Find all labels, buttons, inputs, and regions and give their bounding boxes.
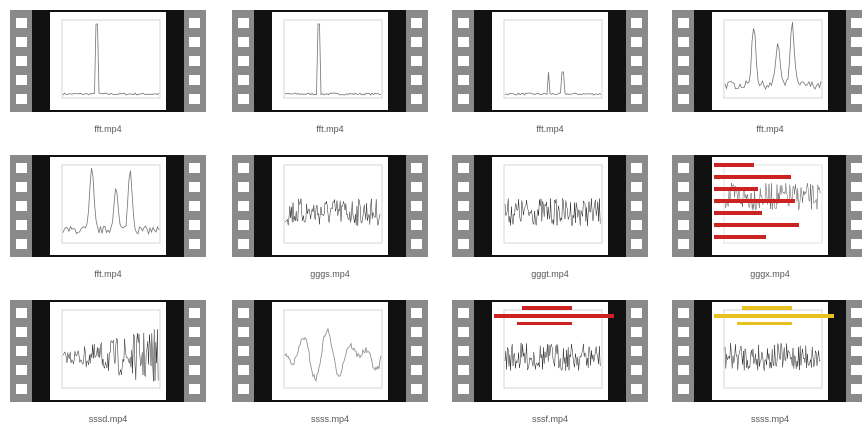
thumbnail [452, 300, 648, 402]
thumbnail [452, 10, 648, 112]
file-name: fft.mp4 [756, 124, 784, 134]
video-file[interactable]: fft.mp4 [452, 10, 652, 150]
file-name: fft.mp4 [316, 124, 344, 134]
file-name: ssss.mp4 [750, 414, 789, 424]
file-name: ssss.mp4 [310, 414, 349, 424]
video-file[interactable]: fft.mp4 [10, 155, 210, 295]
thumbnail [10, 10, 206, 112]
video-file[interactable]: gggs.mp4 [232, 155, 432, 295]
video-file[interactable]: ssss.mp4 [232, 300, 432, 428]
video-file[interactable]: fft.mp4 [232, 10, 432, 150]
file-name: fft.mp4 [94, 269, 122, 279]
file-name: sssf.mp4 [531, 414, 568, 424]
file-name: gggt.mp4 [531, 269, 569, 279]
video-file[interactable]: sssd.mp4 [10, 300, 210, 428]
file-name: fft.mp4 [536, 124, 564, 134]
file-name: gggx.mp4 [750, 269, 790, 279]
thumbnail [672, 155, 862, 257]
video-file[interactable]: fft.mp4 [10, 10, 210, 150]
thumbnail [232, 10, 428, 112]
video-file[interactable]: fft.mp4 [672, 10, 862, 150]
thumbnail [452, 155, 648, 257]
video-file[interactable]: ssss.mp4 [672, 300, 862, 428]
thumbnail [672, 10, 862, 112]
video-file[interactable]: sssf.mp4 [452, 300, 652, 428]
thumbnail [232, 300, 428, 402]
file-name: sssd.mp4 [88, 414, 128, 424]
thumbnail [10, 155, 206, 257]
video-file[interactable]: gggx.mp4 [672, 155, 862, 295]
video-file[interactable]: gggt.mp4 [452, 155, 652, 295]
thumbnail [10, 300, 206, 402]
file-name: gggs.mp4 [310, 269, 350, 279]
thumbnail [672, 300, 862, 402]
thumbnail [232, 155, 428, 257]
file-name: fft.mp4 [94, 124, 122, 134]
